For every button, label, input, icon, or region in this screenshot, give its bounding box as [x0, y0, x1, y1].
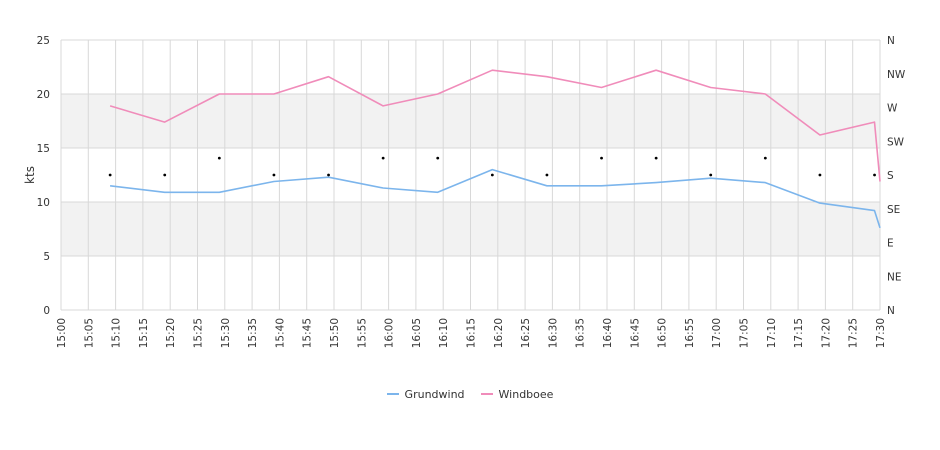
legend: Grundwind Windboee	[0, 386, 940, 402]
y-axis-title: kts	[23, 166, 37, 184]
x-tick-label: 15:55	[356, 318, 368, 348]
x-tick-label: 16:55	[684, 318, 696, 348]
x-tick-label: 15:05	[83, 318, 95, 348]
direction-marker	[763, 156, 767, 160]
x-tick-label: 16:00	[384, 318, 396, 348]
x-tick-label: 16:45	[629, 318, 641, 348]
x-tick-label: 16:35	[575, 318, 587, 348]
legend-label: Grundwind	[404, 387, 465, 401]
x-tick-label: 16:05	[411, 318, 423, 348]
y-tick-label: 5	[43, 251, 50, 263]
x-tick-label: 15:35	[247, 318, 259, 348]
series-line-windboee	[109, 69, 881, 182]
x-tick-label: 16:25	[520, 318, 532, 348]
x-axis-labels: 15:00 15:05 15:10 15:15 15:20 15:25 15:30 15:35…	[56, 318, 887, 348]
y-tick-label: 20	[37, 89, 50, 101]
direction-tick-label: NE	[887, 271, 902, 283]
legend-label: Windboee	[498, 387, 554, 401]
direction-marker	[709, 173, 713, 177]
direction-tick-label: NW	[887, 69, 906, 81]
x-tick-label: 17:15	[793, 318, 805, 348]
direction-marker	[381, 156, 385, 160]
direction-marker	[327, 173, 330, 177]
x-tick-label: 16:40	[602, 318, 614, 348]
y-tick-label: 0	[43, 305, 50, 317]
horizontal-gridlines	[61, 39, 880, 311]
direction-marker	[873, 173, 876, 177]
x-tick-label: 15:10	[111, 318, 123, 348]
x-tick-label: 15:25	[193, 318, 205, 348]
x-tick-label: 15:45	[302, 318, 314, 348]
x-tick-label: 15:20	[165, 318, 177, 348]
x-tick-label: 15:40	[274, 318, 286, 348]
y-axis-labels: 0 5 10 15 20 25	[37, 35, 50, 317]
direction-tick-label: E	[887, 238, 894, 250]
legend-swatch	[480, 393, 493, 395]
direction-marker	[436, 156, 440, 160]
direction-marker	[217, 156, 221, 160]
x-tick-label: 17:00	[711, 318, 723, 348]
direction-marker	[654, 156, 658, 160]
direction-marker	[163, 173, 167, 177]
series-line-grundwind	[110, 168, 881, 229]
direction-tick-label: SW	[887, 136, 905, 148]
x-tick-label: 16:20	[493, 318, 505, 348]
x-tick-label: 16:30	[547, 318, 559, 348]
direction-marker	[272, 173, 276, 177]
direction-tick-label: N	[887, 305, 895, 317]
direction-marker	[818, 173, 822, 177]
direction-markers	[108, 156, 876, 177]
series-lines	[109, 69, 881, 229]
direction-marker	[600, 156, 603, 160]
x-tick-label: 16:50	[657, 318, 669, 348]
vertical-gridlines	[60, 40, 881, 310]
direction-tick-label: S	[887, 170, 894, 182]
x-tick-label: 15:50	[329, 318, 341, 348]
x-tick-label: 15:30	[220, 318, 232, 348]
direction-axis-labels: N NE E SE S SW W NW N	[887, 35, 906, 317]
y-tick-label: 10	[37, 197, 50, 209]
direction-tick-label: W	[887, 103, 898, 115]
x-tick-label: 15:00	[56, 318, 68, 348]
direction-marker	[490, 173, 494, 177]
x-tick-label: 17:05	[739, 318, 751, 348]
x-tick-label: 15:15	[138, 318, 150, 348]
direction-marker	[545, 173, 549, 177]
direction-tick-label: SE	[887, 204, 900, 216]
direction-tick-label: N	[887, 35, 895, 47]
x-tick-label: 17:20	[820, 318, 832, 348]
x-tick-label: 16:15	[466, 318, 478, 348]
direction-marker	[108, 173, 112, 177]
y-tick-label: 25	[37, 35, 50, 47]
legend-item-grundwind[interactable]: Grundwind	[386, 386, 465, 402]
legend-item-windboee[interactable]: Windboee	[480, 386, 554, 402]
legend-swatch	[386, 393, 399, 395]
x-tick-label: 17:25	[848, 318, 860, 348]
y-tick-label: 15	[37, 143, 50, 155]
x-tick-label: 17:30	[875, 318, 887, 348]
x-tick-label: 16:10	[438, 318, 450, 348]
x-tick-label: 17:10	[766, 318, 778, 348]
